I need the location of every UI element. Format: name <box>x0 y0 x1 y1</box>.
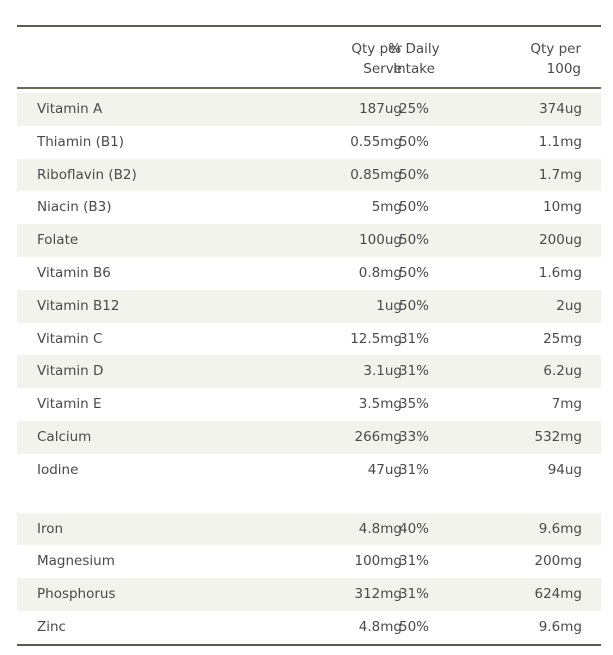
table-row: Vitamin C 12.5mg 31% 25mg <box>17 323 601 356</box>
table-row: Magnesium 100mg 31% 200mg <box>17 545 601 578</box>
daily-intake-percent: 50% <box>398 133 429 150</box>
group-spacer <box>17 487 601 513</box>
qty-per-serve: 4.8mg <box>358 520 402 537</box>
nutrient-name: Riboflavin (B2) <box>37 166 137 183</box>
nutrient-name: Magnesium <box>37 553 115 570</box>
table-row: Calcium 266mg 33% 532mg <box>17 420 601 454</box>
table-row: Vitamin D 3.1ug 31% 6.2ug <box>17 355 601 389</box>
qty-per-serve: 0.55mg <box>350 133 402 150</box>
header-qty-per-100g-line1: Qty per <box>530 41 581 57</box>
qty-per-100g: 1.1mg <box>538 133 582 150</box>
daily-intake-percent: 35% <box>398 396 429 413</box>
qty-per-serve: 266mg <box>354 428 403 445</box>
table-row: Vitamin B12 1ug 50% 2ug <box>17 289 601 323</box>
daily-intake-percent: 31% <box>398 461 429 478</box>
header-daily-intake-line2: Intake <box>393 61 435 77</box>
table-row: Riboflavin (B2) 0.85mg 50% 1.7mg <box>17 158 601 192</box>
nutrient-name: Vitamin C <box>37 330 103 347</box>
header-daily-intake: % Daily Intake <box>364 39 464 79</box>
qty-per-100g: 10mg <box>543 199 582 216</box>
daily-intake-percent: 50% <box>398 297 429 314</box>
minerals-group: Iron 4.8mg 40% 9.6mg Magnesium 100mg 31% 200mg P… <box>17 512 601 644</box>
header-qty-per-serve-line2: Serve <box>363 61 402 77</box>
nutrient-name: Vitamin B6 <box>37 264 111 281</box>
qty-per-serve: 0.85mg <box>350 166 402 183</box>
qty-per-100g: 94ug <box>547 461 582 478</box>
qty-per-serve: 100mg <box>354 553 403 570</box>
qty-per-100g: 624mg <box>534 586 583 603</box>
nutrient-name: Iron <box>37 520 64 537</box>
qty-per-100g: 200ug <box>539 232 582 249</box>
header-qty-per-serve: Qty per Serve <box>351 39 402 79</box>
daily-intake-percent: 50% <box>398 166 429 183</box>
nutrient-name: Zinc <box>37 618 66 635</box>
nutrient-name: Vitamin B12 <box>37 297 120 314</box>
nutrition-table: Qty per Serve % Daily Intake Qty per 100… <box>17 25 601 646</box>
table-row: Vitamin A 187ug 25% 374ug <box>17 93 601 126</box>
qty-per-100g: 9.6mg <box>538 618 582 635</box>
header-qty-per-100g: Qty per 100g <box>530 39 581 79</box>
daily-intake-percent: 50% <box>398 618 429 635</box>
qty-per-100g: 6.2ug <box>543 363 582 380</box>
qty-per-serve: 12.5mg <box>350 330 402 347</box>
qty-per-100g: 200mg <box>534 553 583 570</box>
daily-intake-percent: 31% <box>398 330 429 347</box>
daily-intake-percent: 40% <box>398 520 429 537</box>
qty-per-serve: 3.5mg <box>358 396 402 413</box>
qty-per-serve: 3.1ug <box>363 363 402 380</box>
daily-intake-percent: 50% <box>398 232 429 249</box>
header-qty-per-100g-line2: 100g <box>546 61 581 77</box>
table-row: Folate 100ug 50% 200ug <box>17 224 601 257</box>
daily-intake-percent: 50% <box>398 264 429 281</box>
table-row: Phosphorus 312mg 31% 624mg <box>17 578 601 611</box>
qty-per-100g: 374ug <box>539 101 582 117</box>
qty-per-100g: 2ug <box>556 297 582 314</box>
daily-intake-percent: 33% <box>398 428 429 445</box>
nutrient-name: Vitamin D <box>37 363 104 380</box>
daily-intake-percent: 25% <box>398 101 429 117</box>
qty-per-100g: 1.7mg <box>538 166 582 183</box>
header-qty-per-serve-line1: Qty per <box>351 41 402 57</box>
table-row: Iron 4.8mg 40% 9.6mg <box>17 512 601 546</box>
qty-per-100g: 7mg <box>551 396 582 413</box>
qty-per-serve: 100ug <box>359 232 402 249</box>
table-row: Thiamin (B1) 0.55mg 50% 1.1mg <box>17 126 601 159</box>
qty-per-serve: 0.8mg <box>358 264 402 281</box>
nutrient-name: Vitamin E <box>37 396 102 413</box>
qty-per-serve: 312mg <box>354 586 403 603</box>
nutrient-name: Folate <box>37 232 79 249</box>
qty-per-serve: 1ug <box>376 297 402 314</box>
daily-intake-percent: 50% <box>398 199 429 216</box>
qty-per-100g: 1.6mg <box>538 264 582 281</box>
nutrient-name: Thiamin (B1) <box>37 133 124 150</box>
qty-per-serve: 4.8mg <box>358 618 402 635</box>
nutrient-name: Iodine <box>37 461 79 478</box>
qty-per-100g: 25mg <box>543 330 582 347</box>
qty-per-serve: 47ug <box>367 461 402 478</box>
vitamins-group: Vitamin A 187ug 25% 374ug Thiamin (B1) 0.55mg… <box>17 93 601 487</box>
daily-intake-percent: 31% <box>398 586 429 603</box>
qty-per-100g: 532mg <box>534 428 583 445</box>
nutrient-name: Vitamin A <box>37 101 103 117</box>
table-header: Qty per Serve % Daily Intake Qty per 100… <box>17 27 601 89</box>
nutrient-name: Calcium <box>37 428 92 445</box>
daily-intake-percent: 31% <box>398 363 429 380</box>
table-row: Iodine 47ug 31% 94ug <box>17 454 601 487</box>
table-row: Vitamin E 3.5mg 35% 7mg <box>17 388 601 421</box>
table-row: Vitamin B6 0.8mg 50% 1.6mg <box>17 257 601 290</box>
nutrient-name: Phosphorus <box>37 586 116 603</box>
table-row: Niacin (B3) 5mg 50% 10mg <box>17 191 601 224</box>
daily-intake-percent: 31% <box>398 553 429 570</box>
header-daily-intake-line1: % Daily <box>388 41 440 57</box>
nutrient-name: Niacin (B3) <box>37 199 112 216</box>
table-row: Zinc 4.8mg 50% 9.6mg <box>17 611 601 644</box>
qty-per-100g: 9.6mg <box>538 520 582 537</box>
qty-per-serve: 187ug <box>359 101 402 117</box>
table-bottom-rule <box>17 643 601 646</box>
table-top-rule <box>17 25 601 27</box>
qty-per-serve: 5mg <box>371 199 402 216</box>
